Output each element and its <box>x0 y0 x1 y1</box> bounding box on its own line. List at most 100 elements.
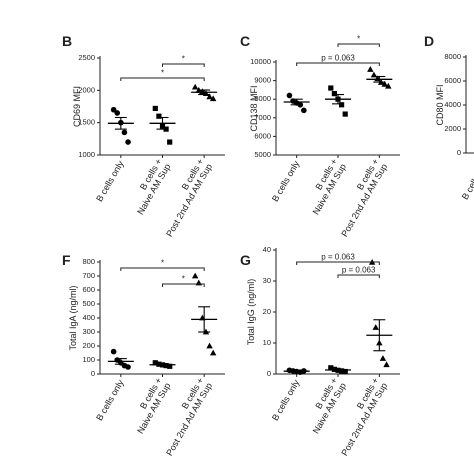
data-point <box>381 80 388 87</box>
x-tick-label-line: B cells only <box>94 378 126 423</box>
y-tick-label: 8000 <box>254 94 271 103</box>
significance-label: p = 0.063 <box>342 266 376 275</box>
y-axis-label: Total IgG (ng/ml) <box>246 279 256 346</box>
panel-letter: G <box>240 252 251 268</box>
data-point <box>372 324 379 330</box>
data-point <box>209 95 217 102</box>
data-point <box>191 272 199 279</box>
data-point <box>385 82 392 89</box>
panel-letter: D <box>424 33 434 49</box>
data-point <box>206 93 213 100</box>
y-tick-label: 40 <box>263 245 271 254</box>
x-tick-label-line: B cells only <box>270 159 302 204</box>
data-point <box>331 91 337 97</box>
panel-letter: C <box>240 33 250 49</box>
x-tick-label: B cells +Naive AM Sup <box>302 376 348 435</box>
y-tick-label: 9000 <box>254 76 271 85</box>
y-axis-label: CD69 MFI <box>72 86 82 127</box>
data-point <box>379 355 387 361</box>
y-axis-label: CD80 MFI <box>435 84 445 125</box>
y-tick-label: 400 <box>82 313 95 322</box>
y-tick-label: 1000 <box>78 150 95 159</box>
data-point <box>328 365 334 371</box>
significance-bracket <box>120 77 205 81</box>
panel-letter: F <box>62 252 71 268</box>
x-tick-label: B cells +Naive AM Sup <box>127 376 173 435</box>
data-point <box>339 102 345 108</box>
y-tick-label: 6000 <box>254 131 271 140</box>
y-axis-label: Total IgA (ng/ml) <box>68 285 78 350</box>
x-tick-label: B cells +Naive AM Sup <box>127 157 173 216</box>
significance-label: p = 0.063 <box>321 54 355 63</box>
y-tick-label: 800 <box>82 257 95 266</box>
data-point <box>156 113 162 119</box>
data-point <box>209 349 217 356</box>
x-tick-label: B cells only <box>270 159 302 204</box>
significance-label: * <box>161 259 164 268</box>
significance-label: * <box>182 275 185 284</box>
y-axis-label: CD138 MFI <box>249 85 259 131</box>
data-point <box>383 361 390 368</box>
y-tick-label: 600 <box>82 285 95 294</box>
data-point <box>342 368 348 375</box>
y-tick-label: 700 <box>82 271 95 280</box>
x-tick-label-line: B cells only <box>270 378 302 423</box>
data-point <box>328 85 334 91</box>
data-point <box>301 107 307 114</box>
y-tick-label: 4000 <box>444 100 461 109</box>
data-point <box>114 110 121 116</box>
y-tick-label: 0 <box>457 148 461 157</box>
significance-bracket <box>296 261 380 265</box>
significance-bracket <box>296 62 380 66</box>
significance-bracket <box>162 63 205 67</box>
data-point <box>110 106 117 113</box>
data-point <box>121 129 128 136</box>
y-tick-label: 7000 <box>254 113 271 122</box>
y-tick-label: 6000 <box>444 76 461 85</box>
significance-bracket <box>120 267 205 271</box>
data-point <box>167 139 173 145</box>
y-tick-label: 300 <box>82 327 95 336</box>
data-point <box>206 342 213 349</box>
x-tick-label: B cells only <box>460 157 474 202</box>
significance-bracket <box>337 43 380 47</box>
significance-bracket <box>162 283 205 287</box>
data-point <box>195 279 202 286</box>
data-point <box>191 83 199 90</box>
y-tick-label: 0 <box>91 369 95 378</box>
y-tick-label: 8000 <box>444 52 461 61</box>
data-point <box>167 363 173 369</box>
panel-letter: B <box>62 33 72 49</box>
x-tick-label: B cells only <box>270 378 302 423</box>
y-tick-label: 5000 <box>254 150 271 159</box>
data-point <box>342 111 348 117</box>
y-tick-label: 500 <box>82 299 95 308</box>
data-point <box>367 66 374 72</box>
x-tick-label: B cells only <box>94 159 126 204</box>
y-tick-label: 10000 <box>250 57 271 66</box>
x-tick-label: B cells +Naive AM Sup <box>302 157 348 216</box>
y-tick-label: 30 <box>263 276 271 285</box>
data-point <box>125 364 131 370</box>
significance-label: * <box>357 35 360 44</box>
x-tick-label: B cells only <box>94 378 126 423</box>
x-tick-label-line: B cells only <box>94 159 126 204</box>
y-tick-label: 200 <box>82 341 95 350</box>
data-point <box>152 360 158 366</box>
data-point <box>286 92 293 99</box>
x-tick-label-line: B cells only <box>460 157 474 202</box>
data-point <box>152 105 158 112</box>
significance-label: p = 0.063 <box>321 253 355 262</box>
significance-label: * <box>161 69 164 78</box>
y-tick-label: 2000 <box>444 124 461 133</box>
y-tick-label: 0 <box>267 369 271 378</box>
y-tick-label: 2000 <box>78 85 95 94</box>
significance-label: * <box>182 55 185 64</box>
data-point <box>110 348 117 355</box>
y-tick-label: 1500 <box>78 118 95 127</box>
y-tick-label: 20 <box>263 307 271 316</box>
significance-bracket <box>337 274 380 278</box>
data-point <box>125 139 131 145</box>
